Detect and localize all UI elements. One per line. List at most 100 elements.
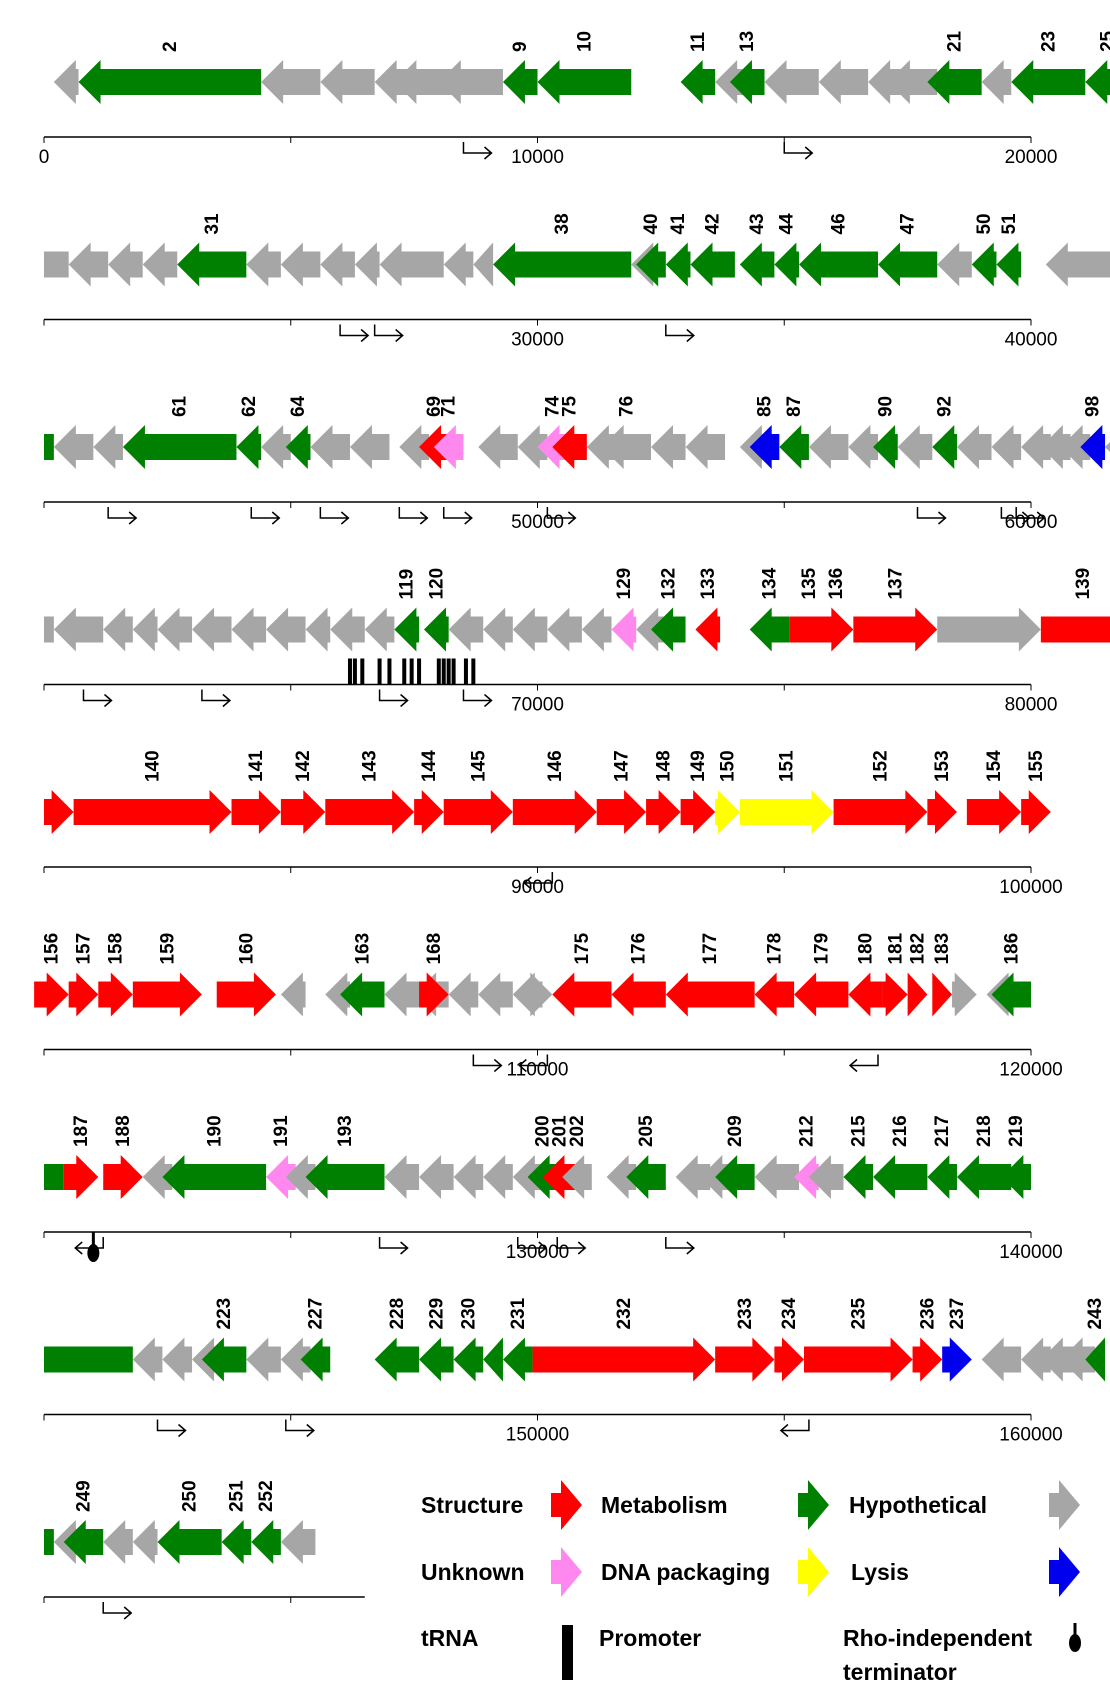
legend-swatch-metabolism: [798, 1480, 829, 1530]
gene-metabolism: [1085, 1337, 1106, 1382]
promoter-arrow: [783, 142, 814, 160]
gene-label: 187: [71, 1115, 92, 1147]
gene-metabolism: [122, 425, 237, 469]
gene-label: 143: [360, 750, 381, 782]
gene-hypothetical: [547, 607, 582, 652]
gene-label: 236: [917, 1298, 938, 1330]
gene-label: 180: [856, 933, 877, 965]
promoter-arrow: [201, 689, 232, 708]
gene-label: 155: [1026, 750, 1047, 782]
gene-hypothetical: [981, 60, 1012, 104]
gene-hypothetical: [952, 972, 977, 1017]
gene-label: 40: [641, 213, 662, 234]
gene-structure: [532, 1337, 716, 1382]
gene-hypothetical: [157, 607, 193, 652]
legend-label-trna: tRNA: [421, 1625, 479, 1651]
gene-hypothetical: [438, 60, 503, 104]
gene-hypothetical: [448, 972, 479, 1017]
gene-hypothetical: [364, 607, 395, 652]
trna-mark: [409, 658, 414, 685]
legend-label-terminator-line2: terminator: [843, 1659, 957, 1685]
gene-metabolism: [873, 425, 898, 469]
gene-structure: [552, 972, 612, 1017]
gene-label: 205: [636, 1115, 657, 1147]
gene-structure: [73, 790, 232, 834]
gene-label: 251: [226, 1480, 247, 1512]
trna-mark: [451, 658, 456, 685]
gene-structure: [132, 972, 202, 1017]
gene-structure: [853, 607, 938, 652]
gene-label: 249: [73, 1480, 94, 1512]
gene-hypothetical: [443, 242, 474, 287]
gene-label: 87: [784, 396, 805, 417]
gene-label: 25: [1097, 30, 1110, 52]
promoter-arrow: [916, 507, 947, 525]
gene-hypothetical: [606, 1155, 637, 1199]
gene-metabolism: [956, 1155, 1012, 1199]
trna-mark: [377, 658, 382, 685]
gene-hypothetical: [44, 616, 54, 643]
gene-label: 235: [848, 1297, 869, 1329]
gene-dna_packaging: [715, 790, 740, 834]
promoter-arrow: [378, 1237, 409, 1255]
gene-hypothetical: [483, 1155, 513, 1199]
promoter-arrow: [546, 507, 577, 525]
gene-hypothetical: [280, 1337, 311, 1382]
gene-label: 252: [256, 1480, 277, 1512]
gene-label: 42: [703, 213, 724, 234]
gene-label: 50: [974, 213, 995, 234]
promoter-arrow: [373, 324, 404, 343]
gene-label: 160: [236, 933, 257, 965]
gene-label: 152: [870, 750, 891, 782]
promoter-arrow: [1015, 507, 1046, 525]
gene-lysis: [749, 425, 780, 469]
coordinate-label: 80000: [1005, 695, 1058, 716]
gene-label: 200: [532, 1115, 553, 1147]
gene-structure: [325, 790, 415, 834]
gene-metabolism: [739, 242, 775, 287]
gene-hypothetical: [887, 60, 938, 104]
gene-label: 150: [717, 750, 738, 782]
gene-metabolism: [394, 607, 420, 652]
gene-metabolism: [44, 434, 54, 460]
gene-hypothetical: [1040, 425, 1071, 469]
gene-structure: [1040, 616, 1110, 643]
gene-label: 92: [935, 396, 956, 417]
gene-hypothetical: [937, 242, 972, 287]
gene-hypothetical: [453, 1155, 484, 1199]
gene-label: 177: [700, 933, 721, 965]
gene-hypothetical: [280, 972, 306, 1017]
legend-swatch-hypothetical: [1049, 1480, 1080, 1530]
gene-metabolism: [1001, 1155, 1031, 1199]
gene-hypothetical: [601, 425, 652, 469]
gene-label: 147: [611, 750, 632, 782]
gene-label: 98: [1083, 396, 1104, 417]
gene-structure: [794, 972, 849, 1017]
coordinate-label: 160000: [999, 1425, 1062, 1446]
genome-row: 90000 100000 140 141 142 143 144 145 146 147 148 14…: [43, 750, 1063, 898]
gene-metabolism: [651, 607, 686, 652]
gene-hypothetical: [399, 425, 429, 469]
gene-label: 228: [387, 1298, 408, 1330]
promoter-arrow: [442, 507, 473, 525]
gene-label: 201: [550, 1115, 571, 1147]
gene-structure: [611, 972, 666, 1017]
gene-structure: [443, 790, 513, 834]
genome-row: 249 250 251 252: [43, 1480, 365, 1620]
gene-hypothetical: [956, 425, 992, 469]
gene-label: 23: [1038, 31, 1059, 52]
legend-swatch-lysis: [1049, 1547, 1080, 1597]
promoter-arrow: [107, 507, 138, 525]
gene-label: 119: [397, 569, 418, 600]
gene-label: 176: [629, 933, 650, 965]
gene-hypothetical: [53, 425, 94, 469]
promoter-arrow: [82, 689, 113, 708]
gene-hypothetical: [651, 425, 686, 469]
gene-structure: [542, 1155, 577, 1199]
gene-hypothetical: [1045, 242, 1110, 287]
gene-label: 168: [424, 933, 445, 965]
gene-structure: [646, 790, 681, 834]
promoter-arrow: [462, 142, 493, 160]
gene-hypothetical: [384, 1155, 420, 1199]
